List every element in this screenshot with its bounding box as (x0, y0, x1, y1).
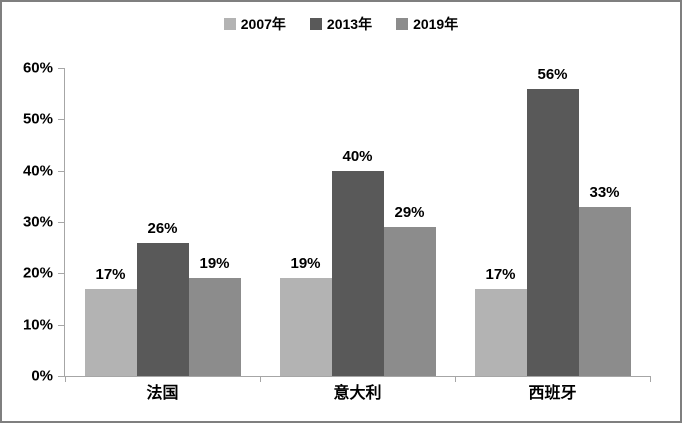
bar-2019年-西班牙 (578, 206, 631, 376)
y-axis-label: 0% (31, 367, 53, 385)
bar-2007年-意大利 (279, 278, 332, 376)
legend-item-2019: 2019年 (396, 14, 458, 34)
bar-2007年-法国 (84, 288, 137, 376)
bar-value-label: 56% (537, 65, 568, 83)
y-axis-tick (58, 170, 65, 172)
category-label-法国: 法国 (146, 385, 179, 402)
y-axis-label: 40% (22, 162, 53, 180)
y-axis-tick (58, 119, 65, 121)
bar-2007年-西班牙 (474, 288, 527, 376)
y-axis-label: 60% (22, 59, 53, 77)
legend-label-2007: 2007年 (240, 16, 286, 32)
bar-2019年-法国 (188, 278, 241, 376)
y-axis-label: 10% (22, 316, 53, 334)
y-axis-tick (58, 324, 65, 326)
bar-2013年-意大利 (331, 170, 384, 376)
bar-value-label: 40% (342, 147, 373, 165)
legend-item-2007: 2007年 (223, 14, 286, 34)
y-axis-label: 20% (22, 264, 53, 282)
y-axis-tick (58, 376, 65, 377)
x-axis-tick (650, 376, 651, 382)
legend: 2007年 2013年 2019年 (2, 14, 680, 34)
bar-2013年-法国 (136, 242, 189, 376)
category-label-西班牙: 西班牙 (528, 385, 577, 402)
bar-value-label: 29% (394, 204, 425, 222)
y-axis-tick (58, 273, 65, 275)
bar-value-label: 17% (485, 265, 516, 283)
bar-2019年-意大利 (383, 227, 436, 376)
y-axis-label: 50% (22, 110, 53, 128)
legend-label-2013: 2013年 (326, 16, 373, 32)
legend-swatch-2013 (309, 18, 322, 30)
plot-area: 0% 10% 20% 30% 40% 50% 60% 17% 26% 19% 法国 19% 40% 29%… (23, 61, 651, 402)
legend-label-2019: 2019年 (413, 16, 459, 32)
category-label-意大利: 意大利 (333, 385, 382, 402)
bar-value-label: 19% (199, 255, 230, 273)
y-axis-tick (58, 68, 65, 69)
x-axis-tick (65, 376, 66, 382)
legend-swatch-2007 (223, 18, 236, 30)
x-axis-tick (260, 376, 261, 382)
x-axis-tick (455, 376, 456, 382)
legend-swatch-2019 (396, 18, 409, 30)
legend-item-2013: 2013年 (309, 14, 373, 34)
bar-value-label: 33% (589, 183, 620, 201)
y-axis-label: 30% (22, 213, 53, 231)
bar-2013年-西班牙 (526, 88, 579, 376)
bar-value-label: 26% (147, 219, 178, 237)
bar-value-label: 19% (290, 255, 321, 273)
y-axis-tick (58, 222, 65, 223)
bar-value-label: 17% (95, 265, 126, 283)
